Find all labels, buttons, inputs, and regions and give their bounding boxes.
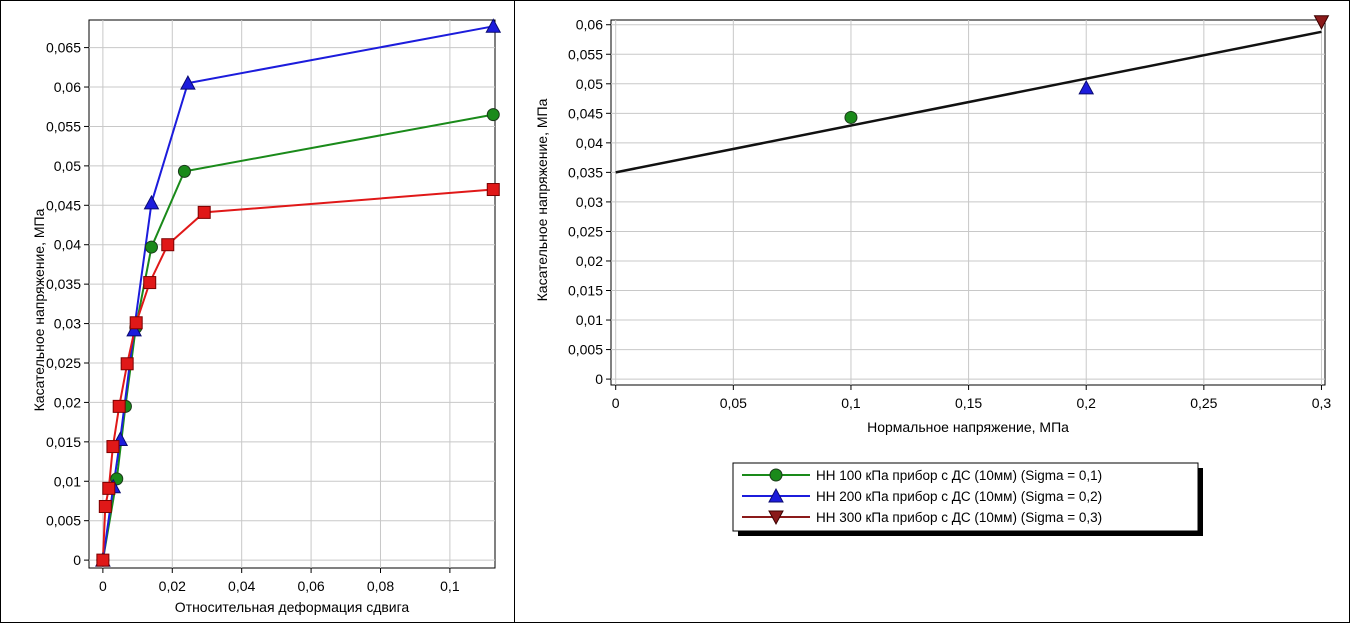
y-tick-label: 0,01 <box>54 473 81 489</box>
right-fit-line-group <box>615 30 1322 174</box>
right-y-axis-label: Касательное напряжение, МПа <box>534 98 550 301</box>
y-tick-label: 0,045 <box>46 197 81 213</box>
data-point-square <box>98 499 112 513</box>
y-tick-label: 0,05 <box>576 76 603 92</box>
data-point-triangle-up <box>126 321 142 337</box>
y-tick-label: 0,045 <box>568 105 603 121</box>
data-point-square <box>112 399 126 413</box>
x-tick-label: 0,08 <box>367 578 394 594</box>
legend-entry: НН 200 кПа прибор с ДС (10мм) (Sigma = 0… <box>742 487 1102 504</box>
data-point-square <box>106 440 120 454</box>
x-tick-label: 0,1 <box>841 395 861 411</box>
x-tick-label: 0,1 <box>440 578 460 594</box>
legend-entry: НН 300 кПа прибор с ДС (10мм) (Sigma = 0… <box>742 510 1102 526</box>
data-point-triangle-up <box>1078 79 1095 95</box>
legend-label: НН 200 кПа прибор с ДС (10мм) (Sigma = 0… <box>816 489 1102 504</box>
y-tick-label: 0,015 <box>568 283 603 299</box>
data-point-square <box>197 205 211 219</box>
y-tick-label: 0,02 <box>576 253 603 269</box>
data-point-circle <box>844 110 858 124</box>
right-chart: 0 0,005 0,01 0,015 0,02 0,025 0,03 0,035 0,04 0,0… <box>534 15 1332 536</box>
y-tick-label: 0,055 <box>568 46 603 62</box>
y-tick-label: 0,04 <box>576 135 603 151</box>
y-tick-label: 0,005 <box>568 342 603 358</box>
data-point-square <box>120 357 134 371</box>
x-tick-label: 0,04 <box>228 578 255 594</box>
y-tick-label: 0 <box>73 552 81 568</box>
data-point-circle <box>177 164 191 178</box>
data-point-square <box>161 238 175 252</box>
data-point-square <box>486 183 500 197</box>
y-tick-label: 0,06 <box>54 79 81 95</box>
legend-box <box>732 462 1199 532</box>
data-point-square <box>102 481 116 495</box>
y-tick-label: 0,025 <box>568 223 603 239</box>
right-x-ticks: 0 0,05 0,1 0,15 0,2 0,25 0,3 <box>612 385 1332 411</box>
left-y-ticks: 0 0,005 0,01 0,015 0,02 0,025 0,03 0,035 0,04 0,0… <box>46 40 89 568</box>
legend-label: НН 300 кПа прибор с ДС (10мм) (Sigma = 0… <box>816 510 1102 525</box>
legend-entry: НН 100 кПа прибор с ДС (10мм) (Sigma = 0… <box>742 468 1102 483</box>
legend-entries: НН 100 кПа прибор с ДС (10мм) (Sigma = 0… <box>742 468 1102 526</box>
left-y-axis-label: Касательное напряжение, МПа <box>31 208 47 411</box>
y-tick-label: 0,01 <box>576 312 603 328</box>
data-point-circle <box>144 240 158 254</box>
y-tick-label: 0,06 <box>576 17 603 33</box>
data-point-triangle-up <box>485 18 502 33</box>
x-tick-label: 0,06 <box>297 578 324 594</box>
x-tick-label: 0 <box>612 395 620 411</box>
left-chart: 0 0,005 0,01 0,015 0,02 0,025 0,03 0,035 0,04 0,0… <box>31 18 502 615</box>
x-tick-label: 0,02 <box>159 578 186 594</box>
legend-marker-triangle-down <box>768 510 784 526</box>
data-point-triangle-up <box>143 194 160 210</box>
legend: НН 100 кПа прибор с ДС (10мм) (Sigma = 0… <box>732 462 1203 536</box>
x-tick-label: 0,05 <box>720 395 747 411</box>
y-tick-label: 0,04 <box>54 237 81 253</box>
data-point-square <box>96 553 110 567</box>
left-x-ticks: 0 0,02 0,04 0,06 0,08 0,1 <box>99 568 460 594</box>
right-plot-area <box>610 19 1326 386</box>
left-markers <box>95 18 502 567</box>
y-tick-label: 0,02 <box>54 394 81 410</box>
y-tick-label: 0,035 <box>568 164 603 180</box>
x-tick-label: 0,25 <box>1190 395 1217 411</box>
right-x-axis-label: Нормальное напряжение, МПа <box>867 419 1069 435</box>
y-tick-label: 0,03 <box>54 316 81 332</box>
y-tick-label: 0,005 <box>46 513 81 529</box>
legend-marker-circle <box>769 468 783 482</box>
data-point-triangle-down <box>1313 15 1330 30</box>
data-point-square <box>143 276 157 290</box>
data-point-triangle-up <box>180 75 196 90</box>
y-tick-label: 0,055 <box>46 118 81 134</box>
y-tick-label: 0,015 <box>46 434 81 450</box>
fit-line <box>615 30 1322 174</box>
left-plot-area <box>88 19 496 569</box>
y-tick-label: 0,065 <box>46 40 81 56</box>
y-tick-label: 0 <box>595 371 603 387</box>
legend-marker-triangle-up <box>768 487 784 503</box>
x-tick-label: 0,2 <box>1076 395 1096 411</box>
y-tick-label: 0,03 <box>576 194 603 210</box>
data-point-circle <box>486 108 500 122</box>
y-tick-label: 0,05 <box>54 158 81 174</box>
y-tick-label: 0,025 <box>46 355 81 371</box>
data-point-square <box>129 316 143 330</box>
y-tick-label: 0,035 <box>46 276 81 292</box>
right-y-ticks: 0 0,005 0,01 0,015 0,02 0,025 0,03 0,035 0,04 0,0… <box>568 17 611 387</box>
x-tick-label: 0,3 <box>1312 395 1332 411</box>
right-markers <box>844 15 1330 124</box>
legend-label: НН 100 кПа прибор с ДС (10мм) (Sigma = 0… <box>816 468 1102 483</box>
x-tick-label: 0 <box>99 578 107 594</box>
left-x-axis-label: Относительная деформация сдвига <box>175 599 410 615</box>
x-tick-label: 0,15 <box>955 395 982 411</box>
